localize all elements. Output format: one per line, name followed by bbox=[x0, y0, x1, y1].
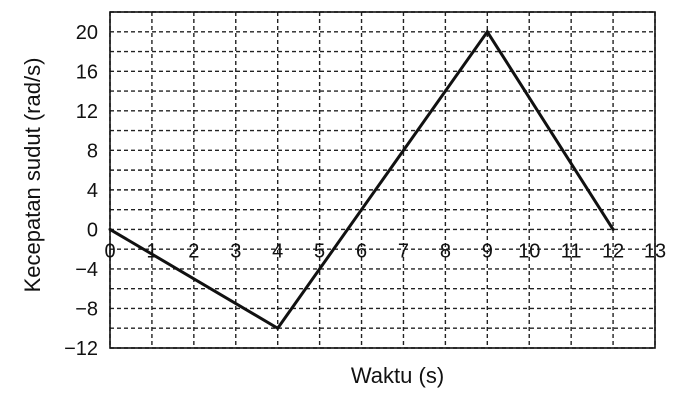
x-tick-label: 10 bbox=[518, 240, 540, 262]
x-tick-label: 1 bbox=[146, 240, 157, 262]
y-tick-labels: −12 −8 −4 0 4 8 12 16 20 bbox=[64, 22, 98, 360]
data-point bbox=[611, 227, 615, 231]
x-tick-label: 12 bbox=[602, 240, 624, 262]
series-layer bbox=[108, 29, 615, 331]
x-tick-label: 9 bbox=[482, 240, 493, 262]
y-tick-label: −4 bbox=[75, 259, 98, 281]
x-tick-label: 3 bbox=[230, 240, 241, 262]
data-point bbox=[485, 30, 489, 34]
data-point bbox=[108, 227, 112, 231]
x-tick-labels: 0 1 2 3 4 5 6 7 8 9 10 11 12 13 bbox=[104, 240, 666, 262]
x-tick-label: 6 bbox=[356, 240, 367, 262]
y-tick-label: −12 bbox=[64, 338, 98, 360]
x-tick-label: 8 bbox=[440, 240, 451, 262]
y-tick-label: 20 bbox=[76, 22, 98, 44]
y-tick-label: 4 bbox=[87, 180, 98, 202]
x-tick-label: 11 bbox=[561, 240, 582, 262]
data-point bbox=[276, 326, 280, 330]
y-tick-label: 8 bbox=[87, 140, 98, 162]
plot-frame bbox=[109, 11, 656, 349]
y-tick-label: 12 bbox=[76, 101, 98, 123]
x-tick-label: 4 bbox=[272, 240, 283, 262]
x-tick-label: 13 bbox=[644, 240, 666, 262]
y-tick-label: 0 bbox=[87, 219, 98, 241]
x-tick-label: 7 bbox=[398, 240, 409, 262]
y-axis-label: Kecepatan sudut (rad/s) bbox=[20, 58, 45, 293]
x-tick-label: 5 bbox=[314, 240, 325, 262]
y-tick-label: 16 bbox=[76, 61, 98, 83]
y-tick-label: −8 bbox=[75, 298, 98, 320]
series-line bbox=[109, 29, 615, 331]
x-tick-label: 2 bbox=[188, 240, 199, 262]
x-tick-label: 0 bbox=[104, 240, 115, 262]
x-axis-label: Waktu (s) bbox=[351, 363, 444, 388]
